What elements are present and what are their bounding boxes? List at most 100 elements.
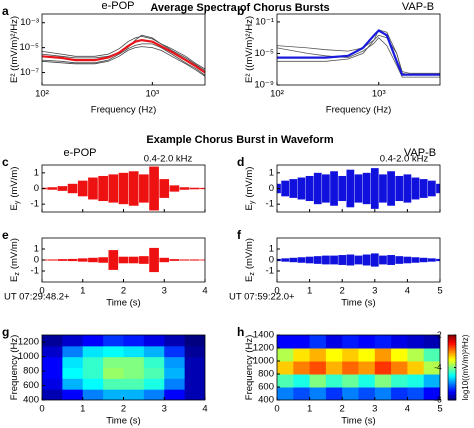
heatmap-cell <box>358 387 376 400</box>
x-tick-label: 2 <box>340 286 345 297</box>
x-axis-label: Frequency (Hz) <box>91 105 156 116</box>
heatmap-cell <box>407 387 425 400</box>
heatmap-cell <box>325 348 343 362</box>
colorbar-segment <box>448 357 456 360</box>
y-axis-label: Frequency (Hz) <box>244 335 255 400</box>
heatmap-cell <box>423 361 440 375</box>
waveform-envelope <box>200 259 205 261</box>
panel-d: d VAP-B0.4-2.0 kHz 1 0 -1 Ey (mV/m) <box>237 147 441 213</box>
colorbar-segment <box>448 346 456 349</box>
y-axis-symbol: E <box>244 204 255 210</box>
y-tick-label: 0 <box>269 255 274 266</box>
colorbar-segment <box>448 396 456 399</box>
colorbar-label: log10((mV/m)²/Hz) <box>461 334 470 400</box>
y-tick-label: 800 <box>258 369 274 380</box>
y-axis-label: Ez (mV/m) <box>9 238 21 282</box>
x-tick-label: 3 <box>372 286 377 297</box>
colorbar-segment <box>448 364 456 367</box>
heatmap-cell <box>277 348 294 362</box>
x-tick-label: 3 <box>162 286 167 297</box>
heatmap-cell <box>407 361 425 375</box>
colorbar-segment <box>448 361 456 364</box>
x-tick-label: 1 <box>307 404 312 415</box>
plot-area <box>277 253 440 267</box>
y-tick-label: 1200 <box>18 337 39 348</box>
heatmap-cell <box>82 356 104 368</box>
waveform-envelope <box>179 259 190 261</box>
time-origin: UT 07:59:22.0+ <box>229 292 295 303</box>
heatmap-cell <box>103 345 124 358</box>
colorbar-segment <box>448 380 456 383</box>
colorbar-segment <box>448 370 456 373</box>
y-tick-label: 600 <box>23 380 39 391</box>
x-tick-label: 10³ <box>372 89 386 100</box>
heatmap-cell <box>293 335 311 349</box>
colorbar-segment <box>448 398 456 401</box>
waveform-envelope <box>189 259 200 261</box>
spectrum-line <box>277 29 440 76</box>
heatmap-cell <box>342 361 359 375</box>
heatmap-cell <box>82 345 104 358</box>
colorbar-tick-label: -4 <box>434 362 442 372</box>
heatmap-cell <box>42 378 63 390</box>
waveform-envelope <box>149 247 159 273</box>
y-tick-label: 10⁻⁵ <box>19 42 39 53</box>
waveform-envelope <box>338 175 347 202</box>
heatmap-cell <box>143 345 165 358</box>
section-title: Example Chorus Burst in Waveform <box>146 134 333 146</box>
waveform-envelope <box>149 166 159 211</box>
heatmap-cell <box>293 387 311 400</box>
colorbar-segment <box>448 385 456 388</box>
y-axis-unit: (mV/m) <box>244 167 255 198</box>
y-axis-label: Ey (mV/m) <box>244 167 256 211</box>
y-axis-label: Ey (mV/m) <box>9 167 21 211</box>
waveform-envelope <box>387 255 395 265</box>
heatmap-cell <box>374 348 392 362</box>
spectrum-line <box>277 37 440 78</box>
heatmap-cell <box>103 335 124 347</box>
waveform-envelope <box>159 257 170 263</box>
waveform-envelope <box>297 177 306 200</box>
x-tick-label: 1 <box>80 286 85 297</box>
panel-h: h -2-4-6 log10((mV/m)²/Hz)4006008001000120… <box>237 325 470 426</box>
waveform-envelope <box>77 180 88 197</box>
plot-area <box>42 166 205 211</box>
heatmap-cell <box>143 389 165 400</box>
heatmap-cell <box>293 374 311 388</box>
waveform-envelope <box>159 179 170 198</box>
instrument-label: e-POP <box>63 147 96 159</box>
waveform-envelope <box>395 175 404 202</box>
y-axis-unit: (mV/m) <box>9 238 20 269</box>
waveform-envelope <box>370 253 379 267</box>
heatmap-cell <box>277 335 294 349</box>
y-axis-symbol: E <box>9 276 20 282</box>
heatmap-cell <box>325 374 343 388</box>
colorbar-segment <box>448 359 456 362</box>
heatmap-cell <box>423 335 440 349</box>
heatmap-cell <box>62 356 84 368</box>
heatmap-cell <box>277 361 294 375</box>
y-axis-text: Frequency (Hz) <box>9 335 20 400</box>
colorbar-segment <box>448 351 456 354</box>
heatmap-cell <box>358 374 376 388</box>
band-label: 0.4-2.0 kHz <box>144 154 193 165</box>
x-axis-label: Time (s) <box>106 298 140 309</box>
plot-area <box>277 29 440 78</box>
y-tick-label: 10⁻⁹ <box>254 80 274 91</box>
time-origin: UT 07:29:48.2+ <box>4 292 70 303</box>
waveform-envelope <box>281 258 290 262</box>
plot-area <box>277 168 440 209</box>
waveform-envelope <box>169 259 180 261</box>
heatmap-cell <box>309 348 327 362</box>
y-tick-label: 400 <box>258 395 274 406</box>
x-tick-label: 1 <box>307 286 312 297</box>
colorbar-segment <box>448 390 456 393</box>
y-tick-label: 1200 <box>253 343 274 354</box>
y-tick-label: 1 <box>269 244 274 255</box>
waveform-envelope <box>313 172 322 205</box>
figure-title: Average Spectra of Chorus Bursts <box>150 2 329 14</box>
y-tick-label: -1 <box>266 266 274 277</box>
heatmap-cell <box>103 389 124 400</box>
